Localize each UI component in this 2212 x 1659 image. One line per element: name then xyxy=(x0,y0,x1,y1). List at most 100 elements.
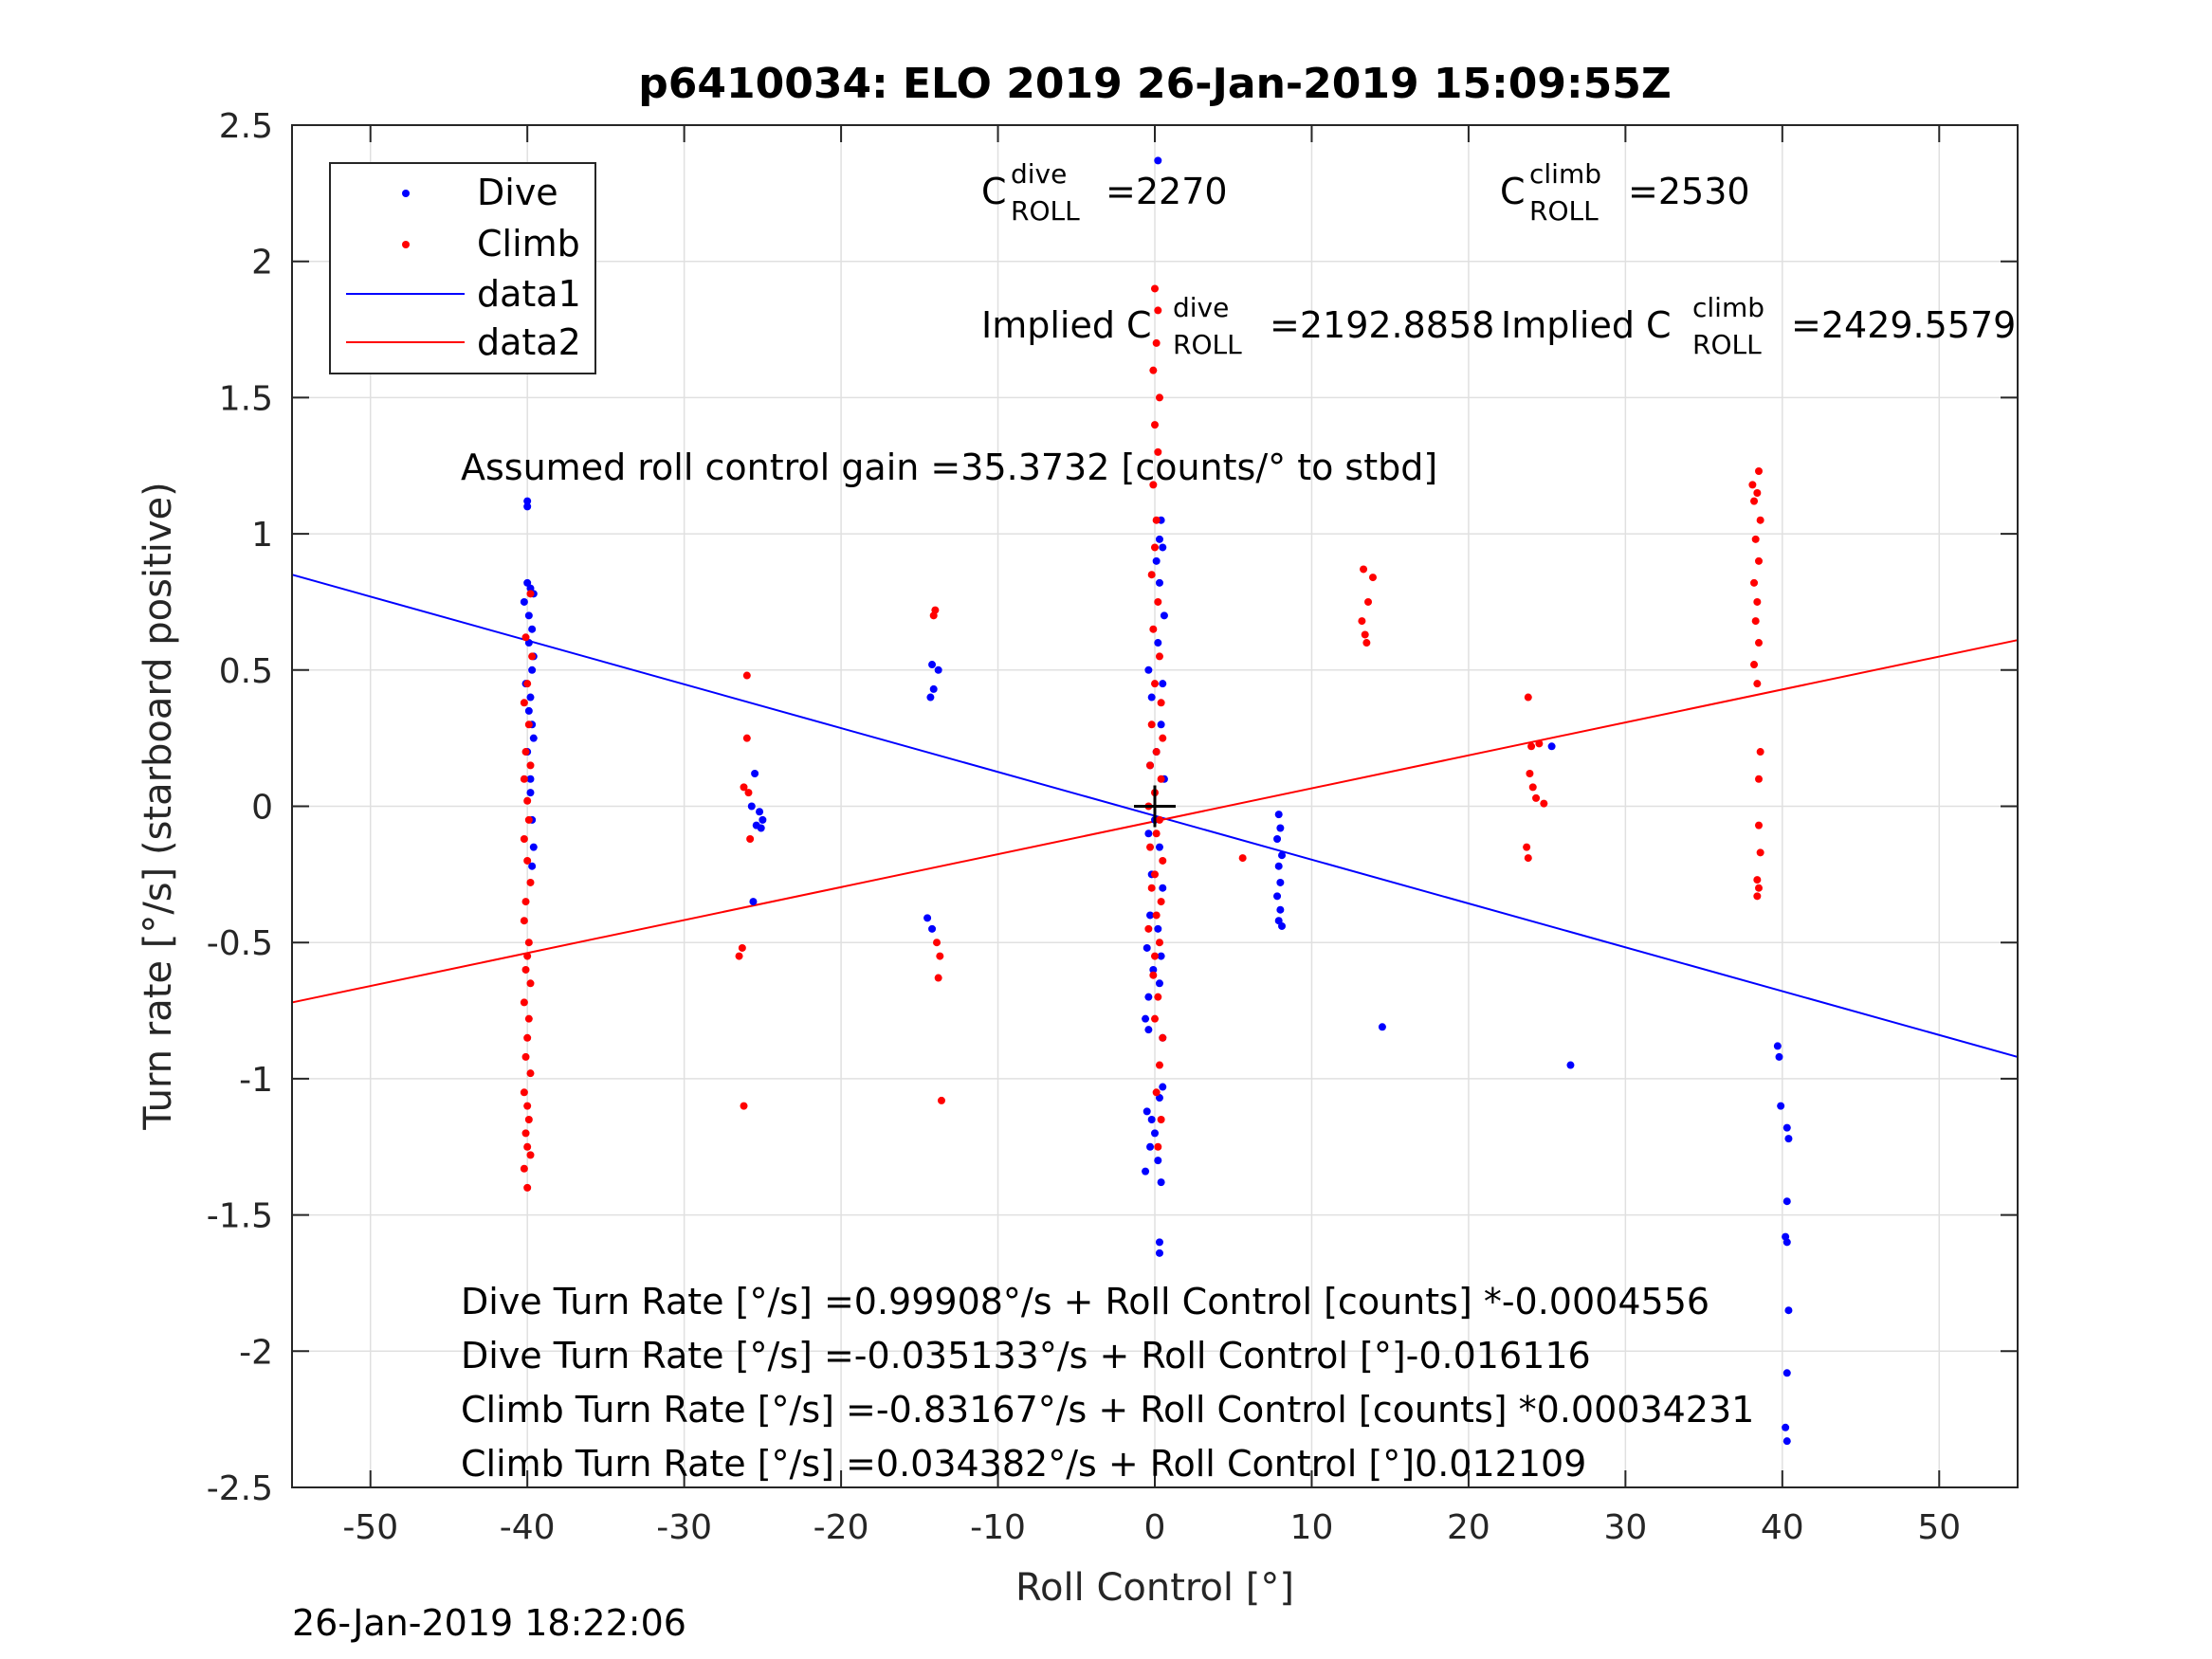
point-climb xyxy=(1361,630,1369,639)
point-climb xyxy=(1151,543,1159,552)
y-tick-label: -2 xyxy=(239,1333,273,1372)
implied-dive-value: =2192.8858 xyxy=(1270,304,1494,346)
point-climb xyxy=(1751,617,1760,626)
point-climb xyxy=(1238,854,1247,863)
point-dive xyxy=(1144,830,1153,838)
point-climb xyxy=(934,974,942,982)
x-tick-label: 30 xyxy=(1603,1508,1647,1547)
point-dive xyxy=(926,693,935,702)
legend-box xyxy=(329,162,596,374)
point-climb xyxy=(523,1183,532,1192)
point-dive xyxy=(759,815,767,824)
y-tick-label: 2.5 xyxy=(219,107,273,146)
point-climb xyxy=(929,611,938,620)
point-climb xyxy=(1523,843,1531,851)
point-climb xyxy=(1155,393,1163,402)
point-dive xyxy=(1278,921,1287,930)
point-climb xyxy=(520,998,528,1007)
point-climb xyxy=(523,796,532,805)
origin-marker xyxy=(1134,785,1176,828)
point-climb xyxy=(1149,366,1158,374)
y-tick-label: 1 xyxy=(251,516,273,555)
x-tick-label: -30 xyxy=(656,1508,712,1547)
point-climb xyxy=(742,671,751,680)
y-tick-label: -1 xyxy=(239,1061,273,1100)
point-climb xyxy=(1364,597,1373,606)
fit-equation-climb-degrees: Climb Turn Rate [°/s] =0.034382°/s + Rol… xyxy=(461,1443,1586,1485)
point-dive xyxy=(1784,1306,1793,1315)
point-climb xyxy=(524,720,533,729)
point-climb xyxy=(526,979,535,988)
point-climb xyxy=(1146,843,1155,851)
point-climb xyxy=(1524,854,1532,863)
c-dive-value: =2270 xyxy=(1106,171,1228,212)
point-climb xyxy=(1147,884,1156,892)
point-climb xyxy=(1151,1014,1159,1023)
point-climb xyxy=(1532,793,1541,802)
point-dive xyxy=(1276,824,1285,832)
point-climb xyxy=(1753,876,1762,884)
point-dive xyxy=(1143,1107,1151,1116)
point-climb xyxy=(1756,748,1764,757)
point-dive xyxy=(1155,979,1163,988)
point-climb xyxy=(1155,815,1163,824)
point-climb xyxy=(1149,481,1158,489)
point-climb xyxy=(520,775,528,783)
implied-climb-value: =2429.5579 xyxy=(1791,304,2016,346)
x-tick-label: -50 xyxy=(342,1508,398,1547)
y-axis-label: Turn rate [°/s] (starboard positive) xyxy=(137,482,180,1131)
point-climb xyxy=(1154,447,1162,456)
point-dive xyxy=(524,611,533,620)
legend-dive-marker xyxy=(402,190,410,197)
point-climb xyxy=(521,748,530,757)
point-dive xyxy=(1146,1142,1155,1151)
point-climb xyxy=(1155,1061,1163,1069)
point-climb xyxy=(1157,775,1165,783)
point-climb xyxy=(933,939,941,947)
point-dive xyxy=(749,898,758,906)
point-climb xyxy=(1146,761,1155,770)
point-dive xyxy=(1773,1042,1782,1050)
point-dive xyxy=(1273,834,1282,843)
point-climb xyxy=(1368,574,1377,582)
implied-climb-annotation: Implied C climb ROLL =2429.5579 xyxy=(1501,292,2016,360)
point-climb xyxy=(521,965,530,974)
x-tick-label: -10 xyxy=(970,1508,1026,1547)
point-climb xyxy=(521,1129,530,1138)
y-tick-label: 0.5 xyxy=(219,652,273,691)
point-climb xyxy=(1527,742,1536,751)
y-tick-label: 2 xyxy=(251,244,273,283)
point-climb xyxy=(526,590,535,598)
point-dive xyxy=(523,502,532,511)
point-climb xyxy=(528,652,537,661)
implied-dive-base: Implied C xyxy=(981,304,1152,346)
point-climb xyxy=(1154,1142,1162,1151)
point-dive xyxy=(757,824,765,832)
legend-data1-label: data1 xyxy=(477,273,581,315)
point-climb xyxy=(526,1069,535,1078)
point-dive xyxy=(1276,905,1285,914)
point-dive xyxy=(1276,878,1285,886)
point-climb xyxy=(520,1164,528,1173)
point-climb xyxy=(746,834,755,843)
point-climb xyxy=(1159,856,1167,865)
point-climb xyxy=(1155,939,1163,947)
point-climb xyxy=(1151,421,1159,429)
point-dive xyxy=(1154,156,1162,165)
point-dive xyxy=(528,862,537,870)
legend-climb-label: Climb xyxy=(477,223,580,264)
point-dive xyxy=(524,706,533,715)
c-dive-sub: ROLL xyxy=(1011,195,1080,227)
chart-title: p6410034: ELO 2019 26-Jan-2019 15:09:55Z xyxy=(638,60,1671,108)
c-roll-dive-annotation: C dive ROLL =2270 xyxy=(981,158,1228,227)
point-climb xyxy=(1149,971,1158,979)
point-dive xyxy=(529,843,538,851)
point-dive xyxy=(929,684,938,693)
point-climb xyxy=(742,734,751,742)
point-climb xyxy=(744,789,753,797)
y-tick-label: -2.5 xyxy=(207,1469,273,1508)
point-dive xyxy=(1547,742,1556,751)
point-climb xyxy=(740,783,748,792)
point-dive xyxy=(1274,811,1283,819)
point-dive xyxy=(1154,924,1162,933)
